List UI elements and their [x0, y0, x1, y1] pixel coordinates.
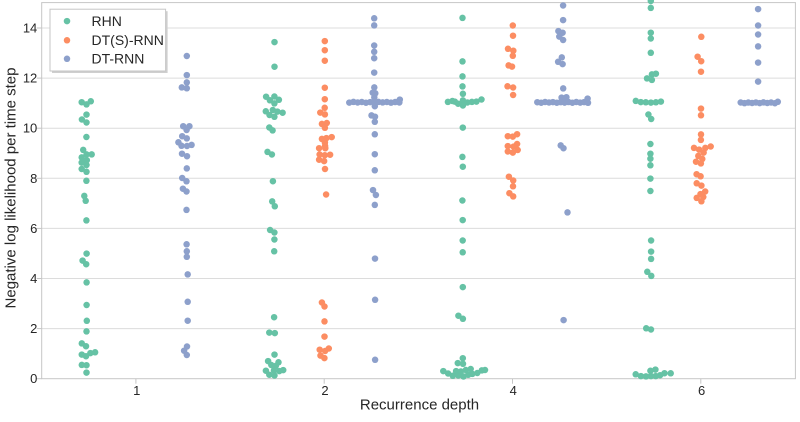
svg-text:Negative log likelihood per ti: Negative log likelihood per time step — [2, 68, 19, 309]
svg-text:6: 6 — [698, 383, 705, 398]
svg-text:0: 0 — [30, 371, 37, 386]
svg-text:DT(S)-RNN: DT(S)-RNN — [92, 32, 164, 48]
svg-text:4: 4 — [30, 271, 37, 286]
svg-text:Recurrence depth: Recurrence depth — [360, 396, 479, 413]
svg-text:RHN: RHN — [92, 13, 122, 29]
svg-text:2: 2 — [321, 383, 328, 398]
svg-text:1: 1 — [133, 383, 140, 398]
svg-text:DT-RNN: DT-RNN — [92, 51, 145, 67]
svg-text:2: 2 — [30, 321, 37, 336]
svg-text:12: 12 — [23, 71, 37, 86]
svg-text:14: 14 — [23, 21, 37, 36]
svg-text:4: 4 — [510, 383, 517, 398]
svg-text:8: 8 — [30, 171, 37, 186]
svg-text:10: 10 — [23, 121, 37, 136]
svg-text:6: 6 — [30, 221, 37, 236]
